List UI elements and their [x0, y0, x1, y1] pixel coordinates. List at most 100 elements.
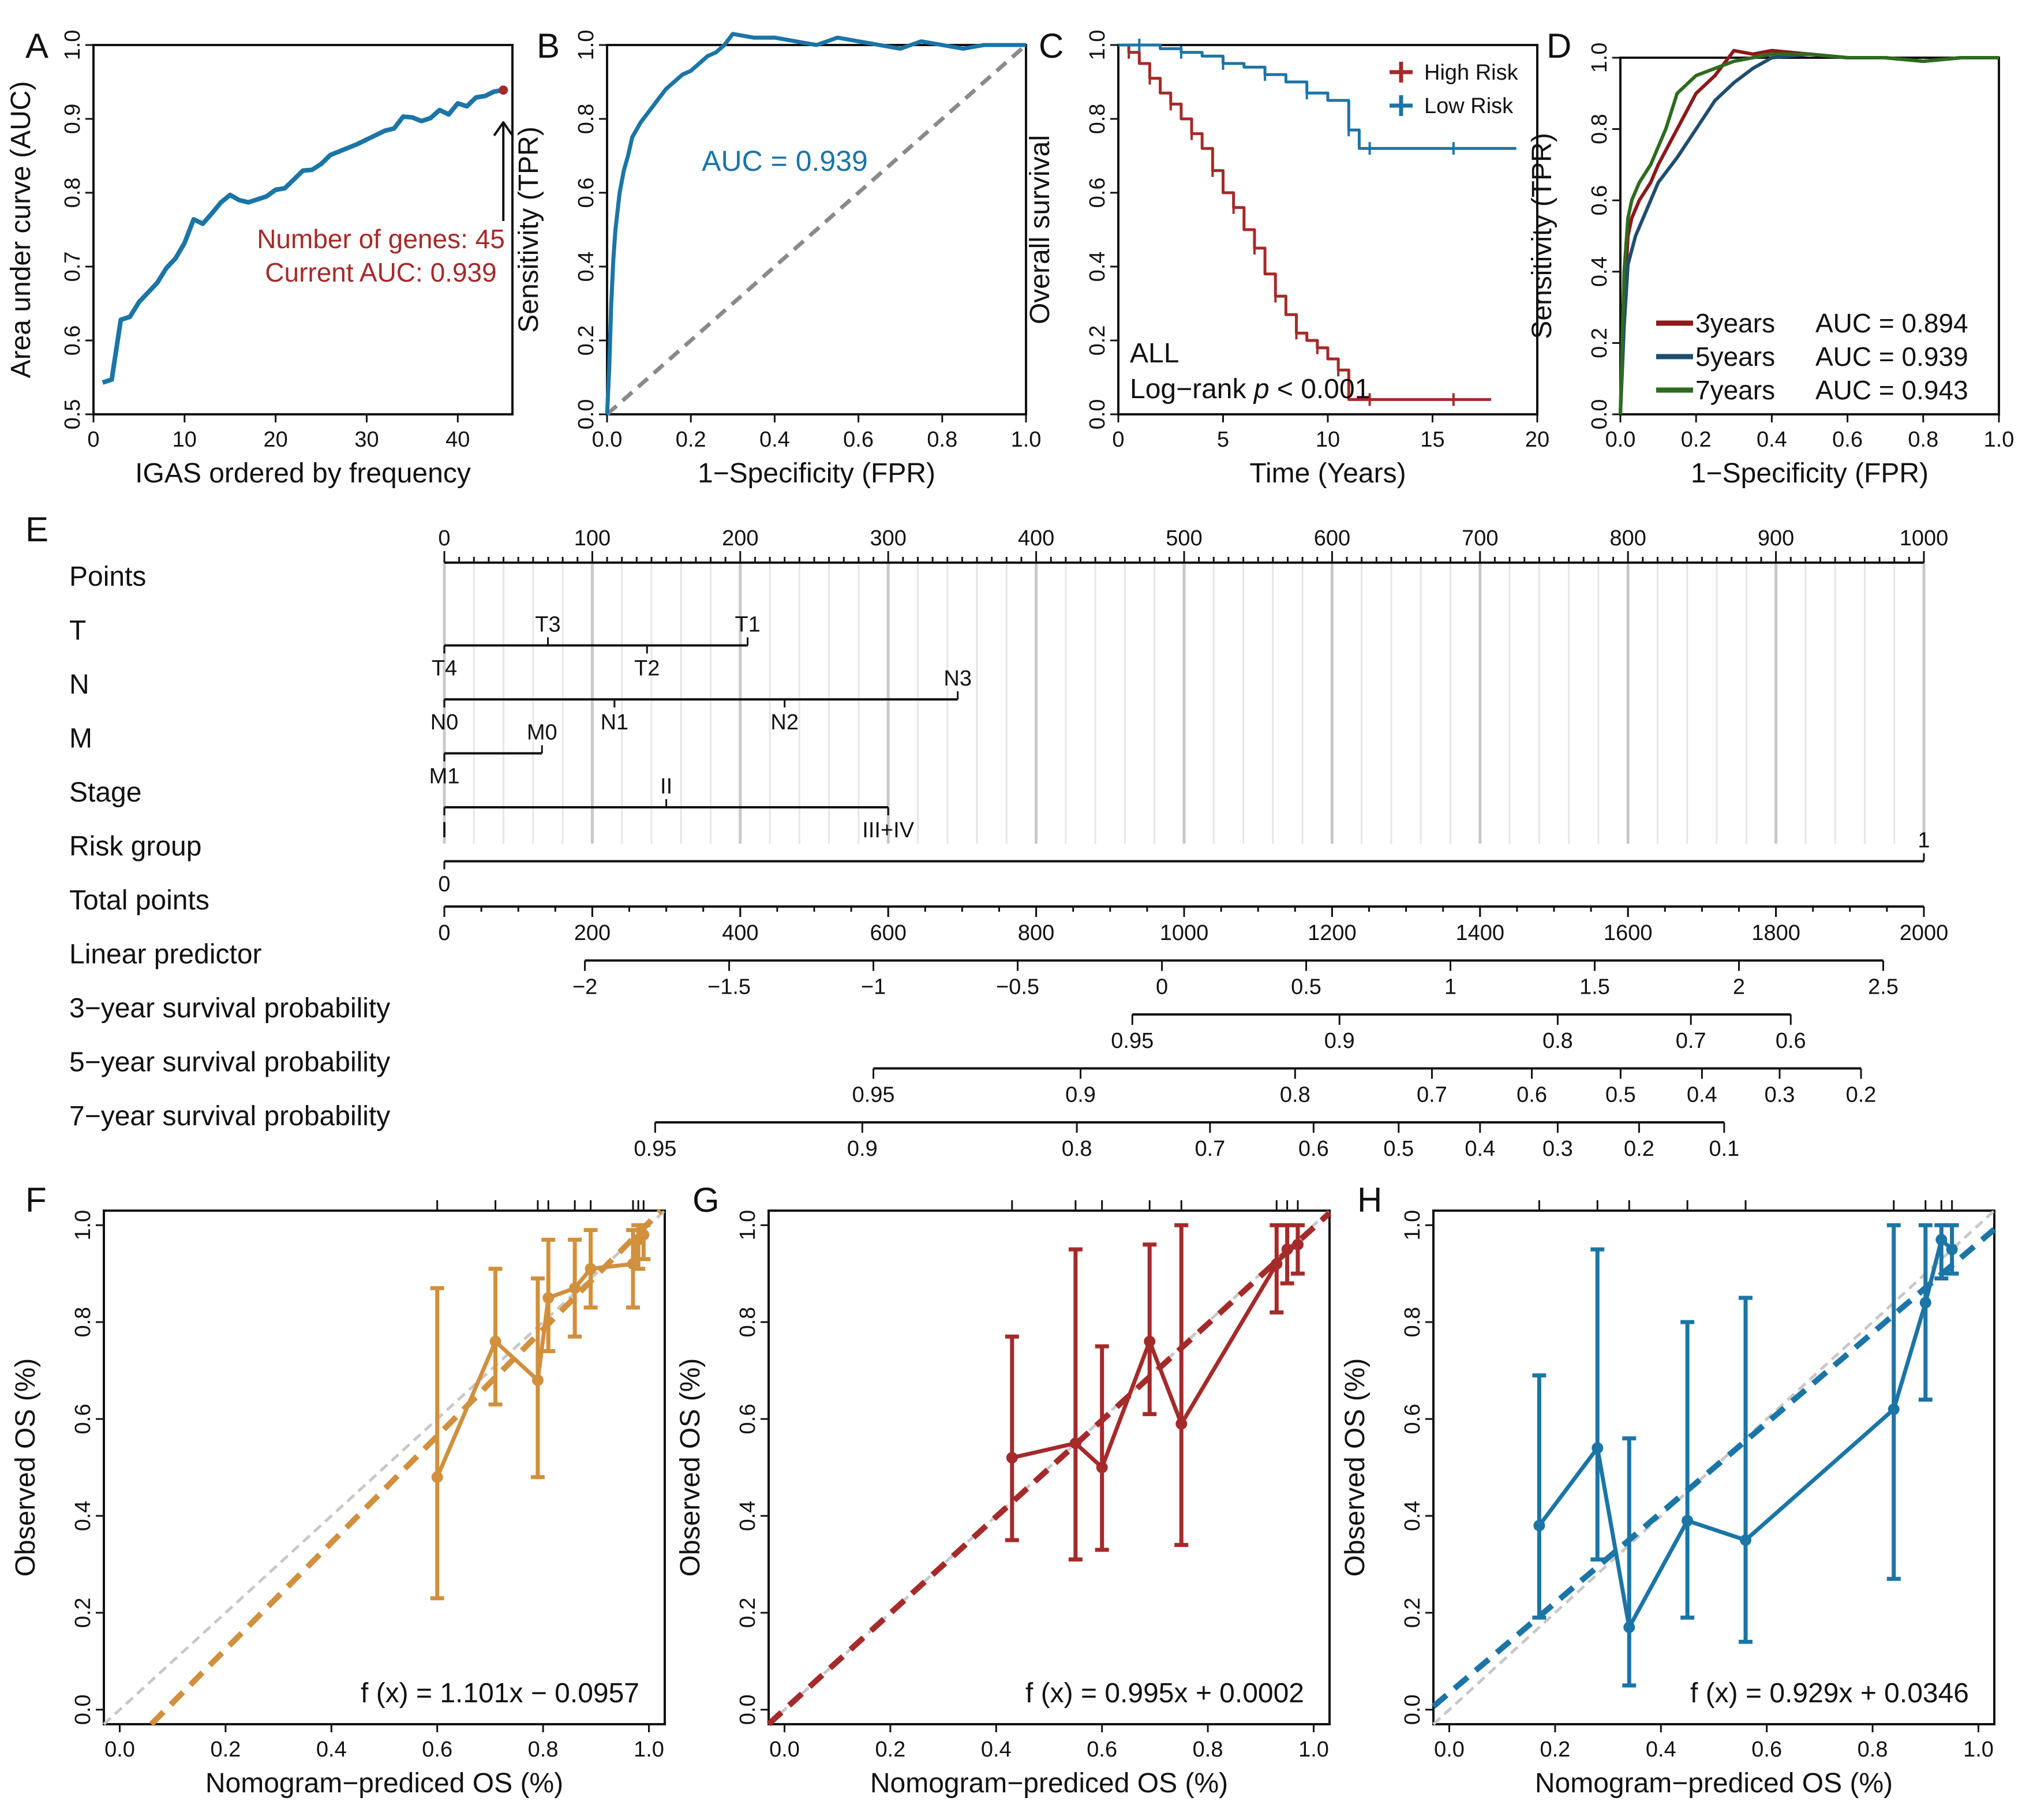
- x-tick-label: 0.8: [528, 1737, 559, 1762]
- calibration-point: [1006, 1452, 1018, 1464]
- calibration-point: [1919, 1297, 1931, 1309]
- annotation-logrank-part: p: [1253, 374, 1270, 405]
- panel-letter-e: E: [25, 510, 48, 549]
- scale-tick-label: −0.5: [996, 975, 1039, 999]
- scale-tick-label: 0.5: [1383, 1137, 1414, 1161]
- fit-line: [1431, 1227, 1997, 1709]
- panel-c: 0 5 10 15 20 0.0 0.2 0.4 0.6 0.8 1.0 Time (Years) Ov…: [1025, 30, 1549, 489]
- y-tick-label: 0.8: [736, 1307, 760, 1338]
- x-axis-label: 1−Specificity (FPR): [698, 458, 935, 489]
- x-tick-label: 0.8: [927, 428, 957, 452]
- current-point: [499, 85, 508, 95]
- plot-frame: [1619, 57, 2000, 415]
- calibration-point: [531, 1374, 544, 1386]
- scale-tick-label: 0.95: [1111, 1029, 1154, 1053]
- points-tick-label: 100: [574, 526, 611, 551]
- y-tick-label: 0.4: [1587, 256, 1612, 287]
- x-tick-label: 0.2: [1540, 1737, 1570, 1762]
- calibration-point: [1175, 1418, 1188, 1430]
- variable-level-label: N2: [770, 710, 799, 735]
- scale-tick-label: 0.1: [1709, 1137, 1739, 1161]
- x-tick-label: 0.8: [1858, 1737, 1888, 1762]
- row-label: N: [69, 669, 89, 700]
- y-tick-label: 0.2: [574, 325, 598, 356]
- legend-label: Low Risk: [1424, 94, 1514, 118]
- variable-level-label: II: [660, 774, 672, 799]
- y-axis-label: Sensitivity (TPR): [1527, 133, 1557, 339]
- y-tick-label: 0.9: [61, 104, 85, 134]
- x-tick-label: 0.0: [592, 428, 623, 452]
- scale-tick-label: 0: [438, 921, 450, 945]
- y-tick-label: 0.0: [71, 1694, 95, 1725]
- row-label: Linear predictor: [69, 939, 262, 970]
- annotation-logrank-part: < 0.001: [1270, 374, 1371, 405]
- scale-tick-label: 0.8: [1280, 1083, 1310, 1107]
- y-tick-label: 0.4: [1085, 252, 1110, 282]
- panel-letter-f: F: [25, 1181, 47, 1219]
- y-axis-label: Observed OS (%): [1340, 1358, 1371, 1577]
- y-tick-label: 1.0: [1085, 30, 1110, 61]
- panel-letter-a: A: [25, 27, 48, 65]
- row-label: 5−year survival probability: [69, 1047, 390, 1078]
- calibration-point: [1740, 1534, 1752, 1546]
- panel-letter-c: C: [1039, 27, 1064, 65]
- points-tick-label: 700: [1462, 526, 1498, 551]
- x-tick-label: 0.0: [104, 1737, 135, 1762]
- x-tick-label: 0.4: [316, 1737, 347, 1762]
- row-label: 7−year survival probability: [69, 1101, 390, 1132]
- scale-tick-label: 0.4: [1465, 1137, 1495, 1161]
- x-tick-label: 0.2: [676, 428, 706, 452]
- y-tick-label: 0.0: [1085, 399, 1110, 430]
- diagonal-reference: [605, 43, 1028, 416]
- ideal-line: [103, 1209, 666, 1725]
- annotation-all: ALL: [1130, 338, 1179, 369]
- scale-tick-label: −1.5: [707, 975, 751, 999]
- scale-tick-label: 600: [870, 921, 906, 945]
- roc-curve: [605, 32, 1026, 415]
- calibration-point: [1946, 1244, 1958, 1256]
- calibration-point: [1623, 1621, 1635, 1634]
- x-tick-label: 0.6: [422, 1737, 452, 1762]
- y-tick-label: 0.8: [71, 1307, 95, 1338]
- scale-tick-label: 0.5: [1291, 975, 1321, 999]
- calibration-point: [1069, 1437, 1081, 1450]
- scale-tick-label: 400: [722, 921, 758, 945]
- scale-tick-label: 0.7: [1676, 1029, 1706, 1053]
- y-tick-label: 0.2: [1587, 328, 1612, 358]
- calibration-point: [1281, 1244, 1293, 1256]
- row-label: Total points: [69, 885, 209, 916]
- x-tick-label: 0.6: [843, 428, 874, 452]
- scale-tick-label: 1200: [1308, 921, 1357, 945]
- x-tick-label: 10: [1316, 428, 1340, 452]
- x-tick-label: 1.0: [1963, 1737, 1994, 1762]
- legend-name: 5years: [1695, 342, 1775, 372]
- y-tick-label: 0.6: [736, 1404, 760, 1435]
- y-tick-label: 0.2: [1401, 1597, 1425, 1628]
- scale-tick-label: 0.6: [1298, 1137, 1329, 1161]
- x-tick-label: 0.0: [769, 1737, 800, 1762]
- variable-level-label: M0: [527, 721, 557, 745]
- x-tick-label: 0: [1112, 428, 1124, 452]
- scale-tick-label: 0.2: [1624, 1137, 1654, 1161]
- y-tick-label: 0.2: [736, 1597, 760, 1628]
- y-axis-label: Overall survival: [1025, 135, 1055, 324]
- x-tick-label: 0.0: [1434, 1737, 1465, 1762]
- y-tick-label: 1.0: [736, 1210, 760, 1241]
- y-tick-label: 0.6: [1401, 1404, 1425, 1435]
- calibration-point: [569, 1282, 581, 1294]
- y-tick-label: 0.6: [61, 325, 85, 356]
- x-tick-label: 10: [173, 428, 197, 452]
- y-tick-label: 0.0: [1587, 399, 1612, 430]
- arrow-head: [493, 121, 514, 137]
- scale-tick-label: 1.5: [1579, 975, 1610, 999]
- scale-tick-label: 2000: [1900, 921, 1949, 945]
- panel-h: 0.0 0.2 0.4 0.6 0.8 1.0 0.0 0.2 0.4 0.6 0.8 1.0 Nomo…: [1340, 1200, 1997, 1799]
- y-tick-label: 0.2: [71, 1597, 95, 1628]
- calibration-point: [1935, 1234, 1948, 1246]
- annotation-auc: Current AUC: 0.939: [265, 257, 496, 287]
- points-tick-label: 400: [1018, 526, 1054, 551]
- scale-tick-label: 1600: [1604, 921, 1653, 945]
- x-tick-label: 20: [264, 428, 288, 452]
- calibration-point: [638, 1229, 650, 1241]
- x-tick-label: 0.6: [1087, 1737, 1117, 1762]
